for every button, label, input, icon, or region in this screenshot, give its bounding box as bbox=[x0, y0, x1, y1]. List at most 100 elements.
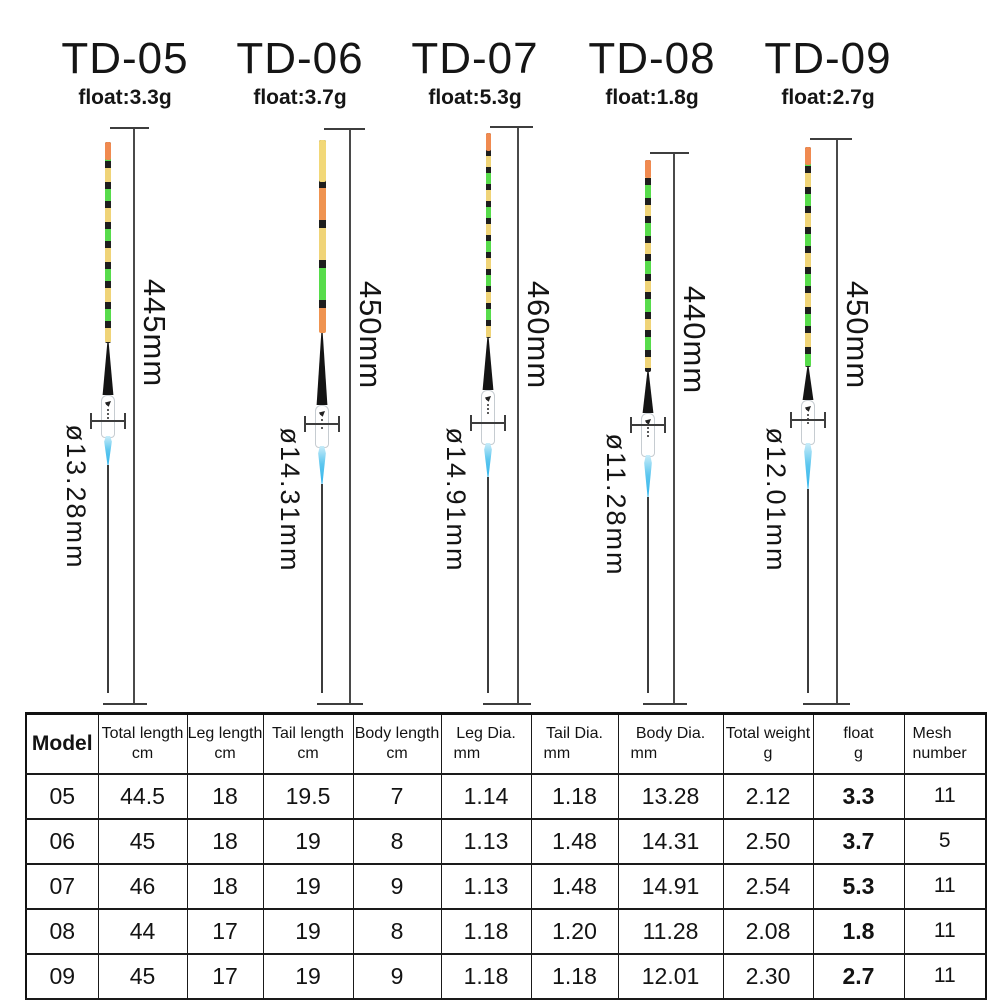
table-cell: 09 bbox=[25, 953, 99, 1000]
diameter-label: ø14.91mm bbox=[441, 427, 471, 573]
table-cell: 8 bbox=[352, 818, 442, 865]
float-neck bbox=[802, 367, 814, 400]
dimension-cap-top bbox=[490, 126, 533, 128]
col-header-mesh-number: Mesh number bbox=[903, 713, 987, 775]
table-row-06: 06 45 18 19 8 1.13 1.48 14.31 2.50 3.7 5 bbox=[25, 818, 987, 865]
col-header-body-dia: Body Dia. mm bbox=[617, 713, 724, 775]
length-label: 450mm bbox=[353, 280, 388, 390]
table-cell: 1.18 bbox=[530, 953, 619, 1000]
table-cell: 11 bbox=[903, 953, 987, 1000]
float-bulb bbox=[804, 443, 812, 491]
float-weight-label: float:3.3g bbox=[78, 86, 172, 109]
table-cell: 11.28 bbox=[617, 908, 724, 955]
diameter-bracket bbox=[304, 416, 340, 432]
col-header-tail-dia: Tail Dia. mm bbox=[530, 713, 619, 775]
table-cell: 45 bbox=[97, 818, 188, 865]
table-cell: 08 bbox=[25, 908, 99, 955]
table-cell: 19 bbox=[262, 953, 354, 1000]
col-header-leg-dia: Leg Dia. mm bbox=[440, 713, 532, 775]
table-cell-float: 3.7 bbox=[812, 818, 905, 865]
table-cell: 07 bbox=[25, 863, 99, 910]
table-cell: 1.48 bbox=[530, 863, 619, 910]
table-cell-float: 5.3 bbox=[812, 863, 905, 910]
table-cell: 1.20 bbox=[530, 908, 619, 955]
table-row-09: 09 45 17 19 9 1.18 1.18 12.01 2.30 2.7 1… bbox=[25, 953, 987, 1000]
length-dimension-line bbox=[349, 128, 351, 704]
table-cell: 18 bbox=[186, 863, 264, 910]
table-cell-float: 2.7 bbox=[812, 953, 905, 1000]
length-label: 445mm bbox=[137, 278, 172, 388]
col-header-body-length: Body length cm bbox=[352, 713, 442, 775]
table-cell: 11 bbox=[903, 908, 987, 955]
float-bulb bbox=[484, 443, 492, 479]
length-dimension-line bbox=[836, 138, 838, 704]
table-cell: 19.5 bbox=[262, 773, 354, 820]
table-row-05: 05 44.5 18 19.5 7 1.14 1.18 13.28 2.12 3… bbox=[25, 773, 987, 820]
float-bulb bbox=[644, 455, 652, 499]
length-dimension-line bbox=[673, 152, 675, 704]
float-antenna bbox=[105, 142, 111, 343]
spec-table: Model Total length cm Leg length cm Tail l… bbox=[25, 712, 987, 1000]
float-weight-label: float:2.7g bbox=[781, 86, 875, 109]
table-cell: 8 bbox=[352, 908, 442, 955]
table-cell: 11 bbox=[903, 773, 987, 820]
table-cell-float: 3.3 bbox=[812, 773, 905, 820]
model-title: TD-07 bbox=[411, 34, 539, 83]
float-antenna bbox=[805, 147, 811, 367]
col-header-leg-length: Leg length cm bbox=[186, 713, 264, 775]
dimension-cap-bottom bbox=[317, 703, 363, 705]
diameter-bracket bbox=[630, 417, 666, 433]
float-weight-label: float:5.3g bbox=[428, 86, 522, 109]
dimension-cap-top bbox=[110, 127, 149, 129]
float-antenna bbox=[485, 133, 491, 338]
table-cell: 19 bbox=[262, 908, 354, 955]
table-cell: 2.50 bbox=[722, 818, 814, 865]
table-cell: 2.54 bbox=[722, 863, 814, 910]
dimension-cap-bottom bbox=[643, 703, 687, 705]
length-dimension-line bbox=[133, 127, 135, 704]
table-cell: 14.91 bbox=[617, 863, 724, 910]
length-label: 460mm bbox=[521, 280, 556, 390]
table-row-07: 07 46 18 19 9 1.13 1.48 14.91 2.54 5.3 1… bbox=[25, 863, 987, 910]
table-cell: 2.12 bbox=[722, 773, 814, 820]
table-cell: 18 bbox=[186, 818, 264, 865]
table-cell: 44 bbox=[97, 908, 188, 955]
table-cell: 1.13 bbox=[440, 863, 532, 910]
header-row: Model Total length cm Leg length cm Tail l… bbox=[25, 713, 987, 775]
length-label: 440mm bbox=[677, 285, 712, 395]
model-title: TD-06 bbox=[236, 34, 364, 83]
float-weight-label: float:3.7g bbox=[253, 86, 347, 109]
dimension-cap-top bbox=[810, 138, 852, 140]
table-cell: 05 bbox=[25, 773, 99, 820]
table-cell: 12.01 bbox=[617, 953, 724, 1000]
table-cell: 1.18 bbox=[440, 953, 532, 1000]
length-label: 450mm bbox=[840, 280, 875, 390]
col-header-float: float g bbox=[812, 713, 905, 775]
table-cell: 46 bbox=[97, 863, 188, 910]
float-leg bbox=[487, 477, 489, 693]
table-cell: 9 bbox=[352, 863, 442, 910]
float-leg bbox=[807, 489, 809, 693]
float-leg bbox=[321, 484, 323, 693]
float-neck bbox=[642, 372, 654, 413]
float-neck bbox=[316, 333, 328, 405]
diameter-label: ø14.31mm bbox=[275, 427, 305, 573]
table-row-08: 08 44 17 19 8 1.18 1.20 11.28 2.08 1.8 1… bbox=[25, 908, 987, 955]
table-cell: 06 bbox=[25, 818, 99, 865]
diameter-bracket bbox=[470, 415, 506, 431]
float-weight-label: float:1.8g bbox=[605, 86, 699, 109]
table-cell: 13.28 bbox=[617, 773, 724, 820]
float-neck bbox=[482, 338, 494, 390]
diameter-label: ø13.28mm bbox=[61, 424, 91, 570]
diameter-bracket bbox=[790, 412, 826, 428]
table-cell: 1.14 bbox=[440, 773, 532, 820]
float-bulb bbox=[104, 436, 112, 467]
float-neck bbox=[102, 343, 114, 395]
spec-table-header: Model Total length cm Leg length cm Tail l… bbox=[25, 713, 987, 775]
dimension-cap-bottom bbox=[483, 703, 531, 705]
